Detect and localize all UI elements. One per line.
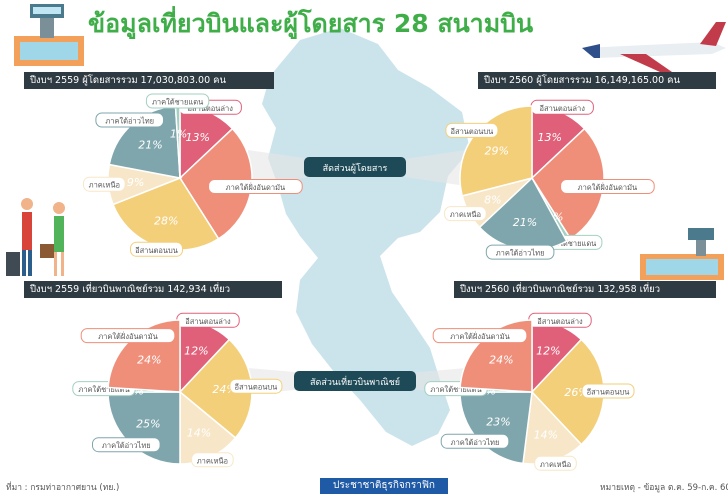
pie-2-label-box-6 [445,122,499,138]
connector-passengers [248,150,318,186]
pie-2-label-6: อีสานตอนบน [450,127,493,136]
pie-3-label-box-2 [229,378,283,394]
pie-4-label-box-4 [440,433,510,449]
pie-4: 12%อีสานตอนล่าง26%อีสานตอนบน14%ภาคเหนือ2… [424,312,635,471]
airport-building-icon [640,228,724,280]
pie-1-label-box-2 [208,179,303,194]
airport-tower-icon [14,4,84,66]
pie-4-value-6: 24% [489,354,513,367]
pie-2-label-3: ภาคใต้ชายแดน [545,239,596,248]
connector-passengers-r [398,150,466,186]
center-label-box-passengers [304,157,406,177]
center-label-box-flights [294,371,416,391]
pie-4-label-1: อีสานตอนล่าง [537,317,583,326]
pie-2-label-5: ภาคเหนือ [450,210,481,219]
pie-4-value-1: 12% [536,345,560,358]
pie-1-label-box-4 [83,176,126,192]
pie-4-label-box-2 [581,383,635,399]
pie-1: 13%อีสานตอนล่าง28%ภาคใต้ฝั่งอันดามัน28%อ… [83,93,303,257]
pie-3-label-3: ภาคเหนือ [197,456,228,465]
pie-3-label-4: ภาคใต้อ่าวไทย [102,441,151,450]
pie-4-label-box-6 [432,328,528,344]
page-title: ข้อมูลเที่ยวบินและผู้โดยสาร 28 สนามบิน [88,9,534,38]
pie-4-label-3: ภาคเหนือ [540,460,571,469]
brand-label: ประชาชาติธุรกิจกราฟิก [320,478,448,494]
pie-1-label-4: ภาคเหนือ [89,181,120,190]
pie-2-label-1: อีสานตอนล่าง [539,104,585,113]
pie-1-label-1: อีสานตอนล่าง [187,104,233,113]
bar-passengers-2560: ปีงบฯ 2560 ผู้โดยสารรวม 16,149,165.00 คน [478,72,716,89]
pie-3-label-6: ภาคใต้ฝั่งอันดามัน [98,331,158,341]
center-label-flights: สัดส่วนเที่ยวบินพาณิชย์ [310,375,400,388]
pie-4-label-2: อีสานตอนบน [586,388,629,397]
pie-1-value-3: 28% [154,215,178,228]
pie-2-value-1: 13% [537,131,561,144]
pie-3-value-6: 24% [137,354,161,367]
pie-1-label-3: อีสานตอนบน [135,246,178,255]
pie-1-label-6: ภาคใต้ชายแดน [152,98,203,107]
pie-4-value-3: 14% [534,429,558,442]
pie-1-value-1: 13% [185,131,209,144]
pie-3-label-box-4 [92,437,161,453]
pie-3: 12% อีสานตอนล่าง 24% อีสานตอนบน 14% ภาคเหนือ 2… [72,312,283,468]
pie-1-label-box-6 [145,93,210,109]
pie-2-label-box-5 [444,206,487,222]
source-note: ที่มา : กรมท่าอากาศยาน (ทย.) [6,483,120,493]
bar-flights-2560: ปีงบฯ 2560 เที่ยวบินพาณิชย์รวม 132,958 เ… [454,281,716,298]
bar-flights-2559: ปีงบฯ 2559 เที่ยวบินพาณิชย์รวม 142,934 เ… [24,281,282,298]
pie-2: 13%อีสานตอนล่าง28%ภาคใต้ฝั่งอันดามัน1%ภา… [444,99,655,260]
pie-2-label-2: ภาคใต้ฝั่งอันดามัน [578,182,638,192]
pie-1-value-6: 1% [170,127,187,140]
pie-2-value-5: 8% [484,194,501,207]
pie-4-label-5: ภาคใต้ชายแดน [430,385,481,394]
pie-2-value-4: 21% [513,216,537,229]
pie-3-label-1: อีสานตอนล่าง [185,317,231,326]
pie-2-label-box-2 [560,179,655,194]
pie-1-label-2: ภาคใต้ฝั่งอันดามัน [226,182,286,192]
pie-3-value-3: 14% [187,426,211,439]
pie-1-label-5: ภาคใต้อ่าวไทย [105,117,154,126]
bar-passengers-2559: ปีงบฯ 2559 ผู้โดยสารรวม 17,030,803.00 คน [24,72,274,89]
pie-1-label-box-5 [95,112,164,128]
travellers-icon [6,198,65,276]
date-note: หมายเหตุ - ข้อมูล ต.ค. 59-ก.ค. 60 [600,483,728,493]
pie-2-value-6: 29% [484,145,508,158]
center-label-passengers: สัดส่วนผู้โดยสาร [323,163,388,174]
pie-2-label-4: ภาคใต้อ่าวไทย [496,249,545,258]
pie-3-label-5: ภาคใต้ชายแดน [78,385,129,394]
pie-4-label-4: ภาคใต้อ่าวไทย [451,438,500,447]
pie-3-label-2: อีสานตอนบน [234,383,277,392]
pie-4-label-box-3 [534,455,577,471]
pie-2-label-box-4 [485,244,555,260]
pie-1-label-box-3 [130,241,183,257]
thailand-map [262,28,470,446]
pie-3-value-4: 25% [136,418,160,431]
pie-4-label-6: ภาคใต้ฝั่งอันดามัน [450,331,510,341]
pie-4-value-4: 23% [486,416,510,429]
pie-3-label-box-3 [191,452,234,468]
pie-3-value-1: 12% [184,345,208,358]
pie-1-value-4: 9% [127,176,144,189]
airplane-icon [582,22,726,72]
pie-3-label-box-6 [80,328,176,344]
pie-1-value-5: 21% [138,139,162,152]
